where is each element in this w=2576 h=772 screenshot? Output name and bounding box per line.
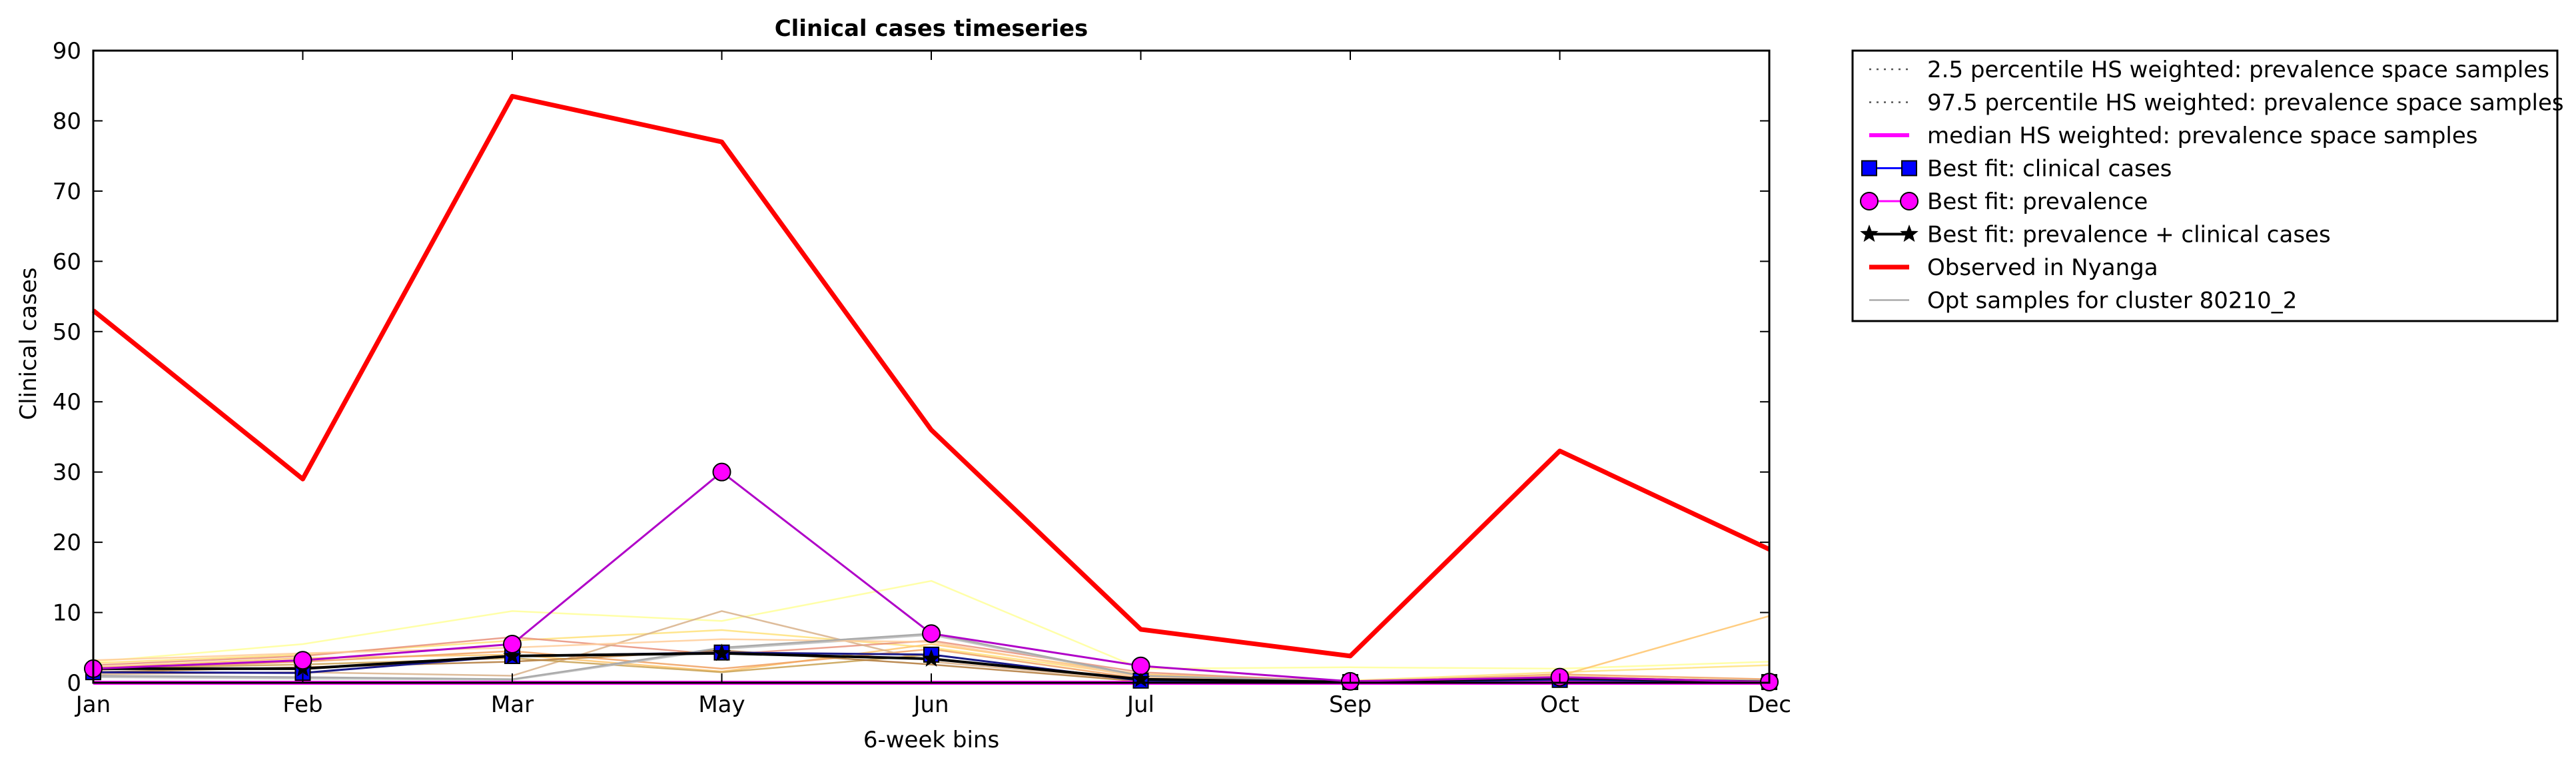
legend-frame [1851, 49, 2559, 322]
legend-circle-marker [1900, 192, 1919, 210]
x-tick-label: Oct [1540, 691, 1579, 718]
legend-entry-label: Observed in Nyanga [1927, 254, 2158, 281]
x-tick-label: May [698, 691, 745, 718]
legend-star-marker [1900, 224, 1919, 242]
legend-entry-label: 97.5 percentile HS weighted: prevalence … [1927, 90, 2564, 117]
star-marker [712, 643, 731, 661]
legend-entry-label: Best fit: prevalence [1927, 189, 2148, 215]
x-tick-label: Sep [1329, 691, 1372, 718]
y-tick-label: 40 [53, 389, 81, 416]
circle-marker [922, 624, 941, 643]
legend-entry-label: 2.5 percentile HS weighted: prevalence s… [1927, 57, 2549, 83]
y-tick-label: 60 [53, 248, 81, 275]
axis-ticks: Jan Feb Mar May Jun Jul Sep Oct Dec 0 10 20 30 40 50 60… [53, 38, 1791, 718]
legend-entry-label: Opt samples for cluster 80210_2 [1927, 288, 2297, 314]
y-tick-label: 30 [53, 460, 81, 486]
plot-frame [92, 49, 1771, 684]
y-tick-label: 90 [53, 38, 81, 65]
y-tick-label: 0 [67, 670, 81, 697]
legend-entry-label: median HS weighted: prevalence space sam… [1927, 123, 2478, 149]
legend: 2.5 percentile HS weighted: prevalence s… [1851, 49, 2564, 322]
y-tick-label: 50 [53, 319, 81, 346]
legend-circle-marker [1860, 192, 1879, 210]
x-axis-label: 6-week bins [863, 727, 999, 753]
series-line [91, 94, 1771, 659]
legend-square-marker [1901, 160, 1917, 177]
y-tick-label: 10 [53, 600, 81, 627]
y-tick-label: 70 [53, 179, 81, 205]
y-tick-label: 80 [53, 108, 81, 135]
x-tick-label: Jan [75, 691, 111, 718]
x-tick-label: Dec [1747, 691, 1791, 718]
opt-sample-line [93, 579, 1770, 670]
y-tick-label: 20 [53, 530, 81, 556]
legend-square-marker [1861, 160, 1877, 177]
circle-marker [293, 651, 312, 670]
circle-marker [503, 635, 522, 654]
circle-marker [1131, 656, 1150, 675]
x-tick-label: Feb [282, 691, 322, 718]
circle-marker [712, 462, 731, 482]
x-tick-label: Mar [491, 691, 534, 718]
star-marker [922, 649, 941, 667]
series-lines [91, 94, 1771, 685]
y-axis-label: Clinical cases [15, 267, 42, 420]
legend-star-marker [1860, 224, 1879, 242]
legend-entry-label: Best fit: clinical cases [1927, 156, 2172, 183]
star-marker [503, 646, 522, 664]
opt-sample-line [93, 610, 1770, 683]
legend-entry-label: Best fit: prevalence + clinical cases [1927, 222, 2331, 248]
chart-title: Clinical cases timeseries [775, 15, 1088, 42]
x-tick-label: Jun [912, 691, 949, 718]
x-tick-label: Jul [1126, 691, 1154, 718]
